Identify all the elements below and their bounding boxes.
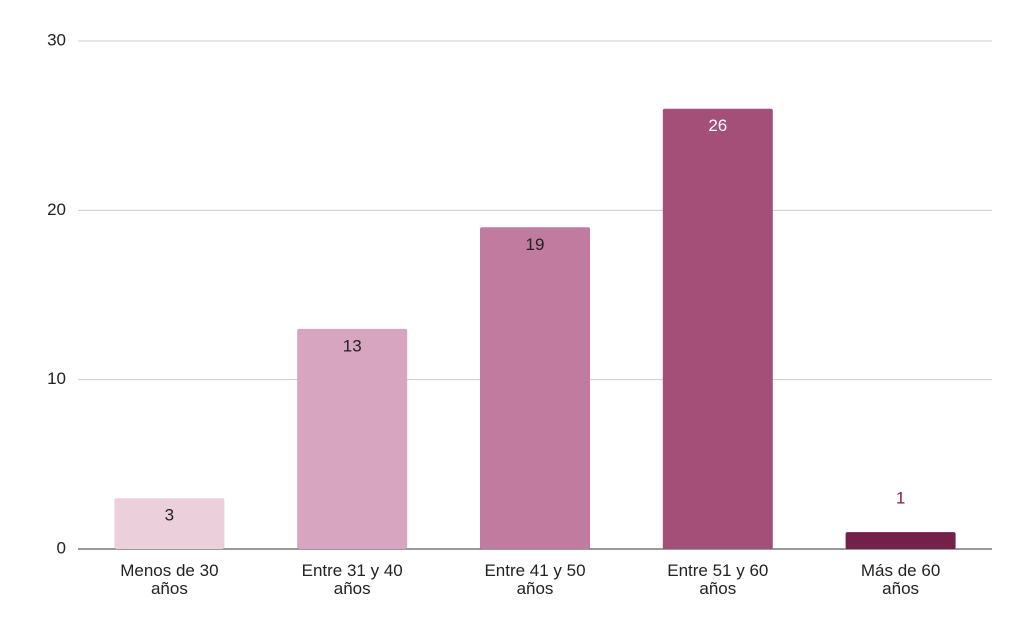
x-tick-label: Menos de 30 años	[120, 561, 219, 598]
y-tick-label: 10	[47, 369, 66, 388]
y-tick-label: 20	[47, 200, 66, 219]
bar	[114, 498, 225, 549]
data-label: 13	[343, 336, 362, 355]
bar	[480, 227, 590, 549]
x-tick-label: Entre 51 y 60 años	[667, 561, 769, 598]
data-label: 19	[526, 235, 545, 254]
y-tick-label: 0	[57, 538, 66, 557]
bar	[662, 108, 773, 549]
data-label: 26	[708, 116, 727, 135]
data-label: 3	[165, 506, 174, 525]
data-label: 1	[896, 489, 905, 508]
x-tick-label: Entre 31 y 40 años	[301, 561, 403, 598]
x-tick-label: Entre 41 y 50 años	[484, 561, 586, 598]
x-tick-label: Más de 60 años	[860, 561, 941, 598]
bar	[297, 328, 408, 549]
y-tick-label: 30	[47, 30, 66, 49]
bar	[845, 532, 956, 549]
